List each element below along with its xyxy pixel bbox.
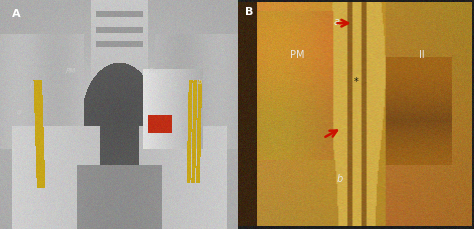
Text: a: a <box>17 108 21 114</box>
Text: PM: PM <box>290 50 304 60</box>
Text: b: b <box>337 174 343 184</box>
Text: A: A <box>12 9 20 19</box>
Text: Pm: Pm <box>149 68 160 74</box>
Text: b: b <box>198 78 202 84</box>
Text: B: B <box>245 7 254 17</box>
Text: a: a <box>334 17 340 27</box>
Text: PM: PM <box>66 68 76 74</box>
Text: *: * <box>354 76 358 86</box>
Text: Il: Il <box>419 50 425 60</box>
Text: I: I <box>30 83 32 89</box>
